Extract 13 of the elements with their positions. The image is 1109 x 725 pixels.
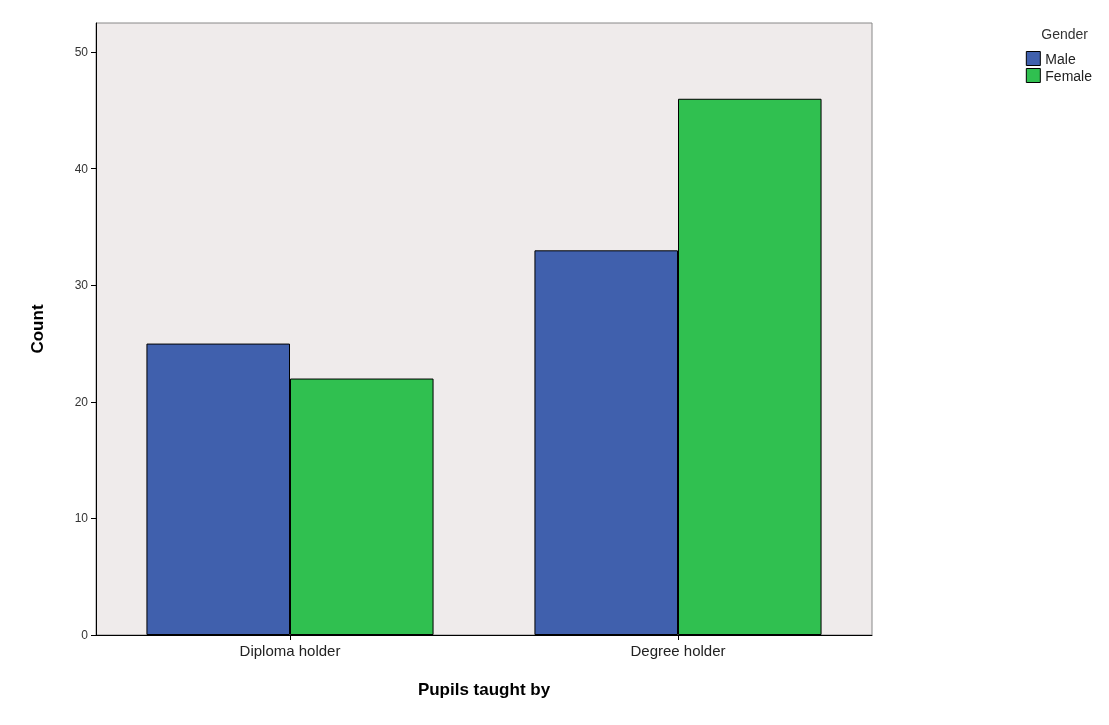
x-axis-title: Pupils taught by (417, 680, 551, 699)
legend-label: Male (1045, 50, 1076, 67)
legend-label: Female (1045, 67, 1093, 84)
y-tick-label: 40 (74, 161, 89, 176)
y-axis-title: Count (28, 304, 47, 354)
y-tick-label: 10 (74, 511, 89, 526)
y-tick-label: 30 (74, 278, 89, 293)
y-tick-label: 0 (81, 628, 89, 642)
legend-title: Gender (1041, 26, 1089, 42)
y-tick-label: 50 (74, 45, 89, 60)
x-tick-label: Degree holder (630, 642, 726, 659)
x-tick-label: Diploma holder (239, 642, 341, 659)
y-tick-label: 20 (74, 394, 89, 409)
